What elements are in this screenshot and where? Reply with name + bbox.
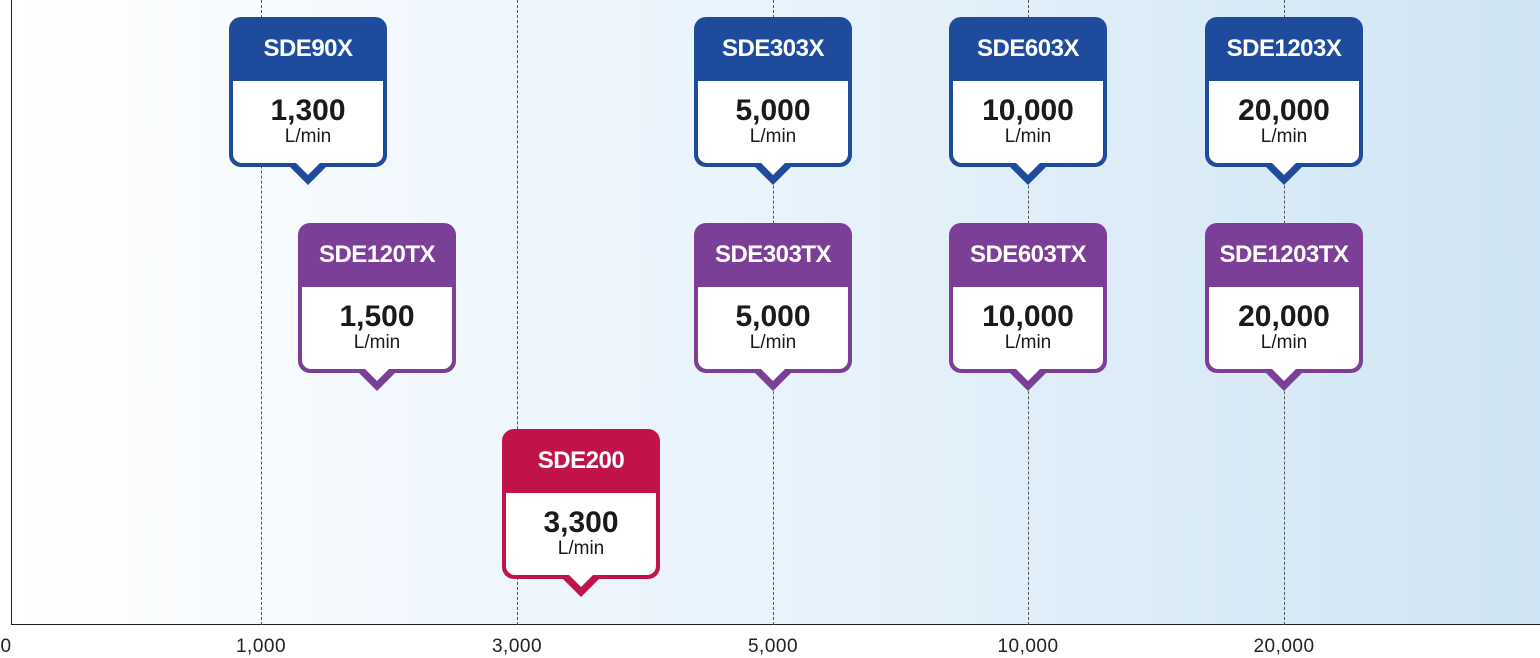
pointer-icon (563, 575, 599, 597)
model-label: SDE603TX (969, 241, 1087, 268)
unit-label: L/min (353, 332, 401, 353)
model-label: SDE303X (722, 35, 824, 62)
data-label: 5,000 (735, 94, 811, 127)
data-point-card: SDE1203TX 20,000 L/min (1205, 223, 1363, 391)
x-tick-label: 5,000 (747, 636, 799, 657)
card-body: 3,300 L/min (506, 493, 656, 575)
x-tick-label: 20,000 (1253, 636, 1315, 657)
pointer-icon (1266, 163, 1302, 185)
data-point-card: SDE200 3,300 L/min (502, 429, 660, 597)
x-tick-label: 0 (0, 636, 12, 657)
unit-label: L/min (1004, 126, 1052, 147)
model-label: SDE90X (263, 35, 353, 62)
card-body: 10,000 L/min (953, 81, 1103, 163)
model-label: SDE603X (977, 35, 1079, 62)
unit-label: L/min (1260, 126, 1308, 147)
data-label: 20,000 (1238, 300, 1330, 333)
unit-label: L/min (1260, 332, 1308, 353)
data-point-card: SDE303X 5,000 L/min (694, 17, 852, 185)
unit-label: L/min (1004, 332, 1052, 353)
data-point-card: SDE603TX 10,000 L/min (949, 223, 1107, 391)
data-label: 3,300 (543, 506, 619, 539)
pointer-icon (1010, 163, 1046, 185)
unit-label: L/min (557, 538, 605, 559)
unit-label: L/min (749, 332, 797, 353)
data-point-card: SDE303TX 5,000 L/min (694, 223, 852, 391)
x-tick-label: 10,000 (997, 636, 1059, 657)
card-body: 1,300 L/min (233, 81, 383, 163)
model-label: SDE1203X (1226, 35, 1342, 62)
x-tick-label: 1,000 (235, 636, 287, 657)
pointer-icon (290, 163, 326, 185)
card-body: 20,000 L/min (1209, 81, 1359, 163)
card-body: 5,000 L/min (698, 287, 848, 369)
card-body: 20,000 L/min (1209, 287, 1359, 369)
x-tick-label: 3,000 (491, 636, 543, 657)
unit-label: L/min (284, 126, 332, 147)
gridline (261, 0, 262, 625)
unit-label: L/min (749, 126, 797, 147)
data-label: 10,000 (982, 300, 1074, 333)
data-label: 20,000 (1238, 94, 1330, 127)
gridline (517, 0, 518, 625)
pointer-icon (1266, 369, 1302, 391)
pointer-icon (1010, 369, 1046, 391)
data-label: 10,000 (982, 94, 1074, 127)
model-label: SDE200 (537, 447, 625, 474)
data-point-card: SDE120TX 1,500 L/min (298, 223, 456, 391)
data-label: 5,000 (735, 300, 811, 333)
card-body: 1,500 L/min (302, 287, 452, 369)
card-body: 5,000 L/min (698, 81, 848, 163)
model-label: SDE1203TX (1219, 241, 1349, 268)
data-point-card: SDE603X 10,000 L/min (949, 17, 1107, 185)
card-body: 10,000 L/min (953, 287, 1103, 369)
data-label: 1,500 (339, 300, 415, 333)
pointer-icon (359, 369, 395, 391)
data-point-card: SDE90X 1,300 L/min (229, 17, 387, 185)
data-point-card: SDE1203X 20,000 L/min (1205, 17, 1363, 185)
pointer-icon (755, 369, 791, 391)
pointer-icon (755, 163, 791, 185)
model-label: SDE120TX (318, 241, 436, 268)
data-label: 1,300 (270, 94, 346, 127)
model-label: SDE303TX (714, 241, 832, 268)
